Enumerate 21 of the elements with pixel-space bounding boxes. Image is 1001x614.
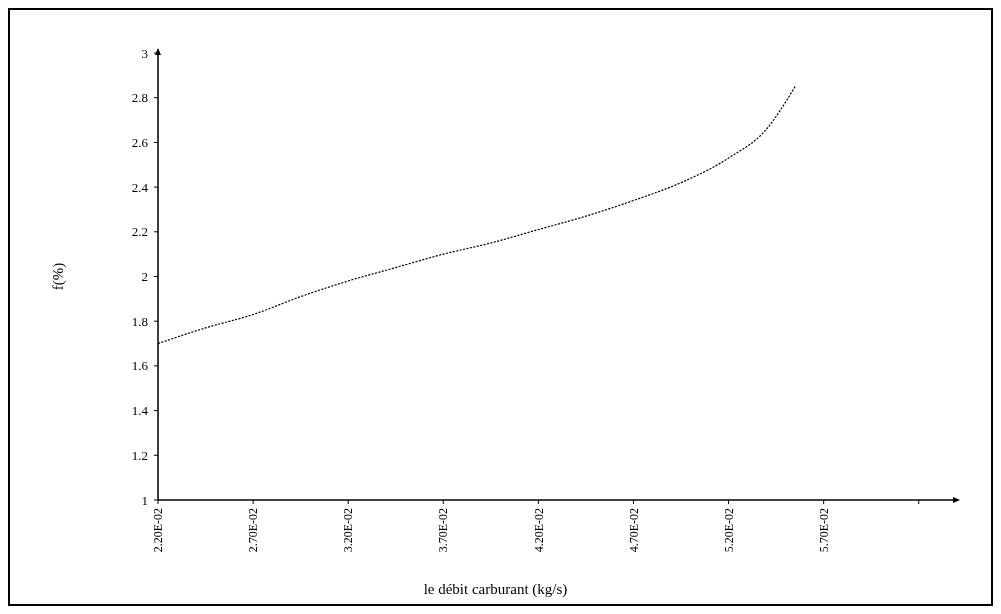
x-axis-title: le débit carburant (kg/s) (423, 581, 568, 598)
y-tick-label: 2 (141, 269, 148, 285)
y-axis-title: f(%) (50, 262, 67, 291)
x-tick-label: 2.20E-02 (151, 508, 166, 553)
y-tick-label: 2.8 (131, 90, 148, 106)
y-tick-label: 1.2 (131, 447, 148, 463)
y-tick-label: 3 (141, 45, 148, 61)
x-tick-label: 4.70E-02 (626, 508, 641, 553)
y-tick-label: 1.6 (131, 358, 149, 374)
y-tick-label: 2.2 (131, 224, 148, 240)
y-tick-label: 1.4 (131, 403, 149, 419)
x-tick-label: 3.20E-02 (341, 508, 356, 553)
y-tick-label: 2.6 (131, 134, 149, 150)
x-tick-label: 5.70E-02 (816, 508, 831, 553)
x-tick-label: 4.20E-02 (531, 508, 546, 553)
y-tick-label: 2.4 (131, 179, 149, 195)
x-tick-label: 3.70E-02 (436, 508, 451, 553)
x-tick-label: 5.20E-02 (721, 508, 736, 553)
x-tick-label: 2.70E-02 (246, 508, 261, 553)
y-tick-label: 1.8 (131, 313, 148, 329)
y-tick-label: 1 (141, 492, 148, 508)
